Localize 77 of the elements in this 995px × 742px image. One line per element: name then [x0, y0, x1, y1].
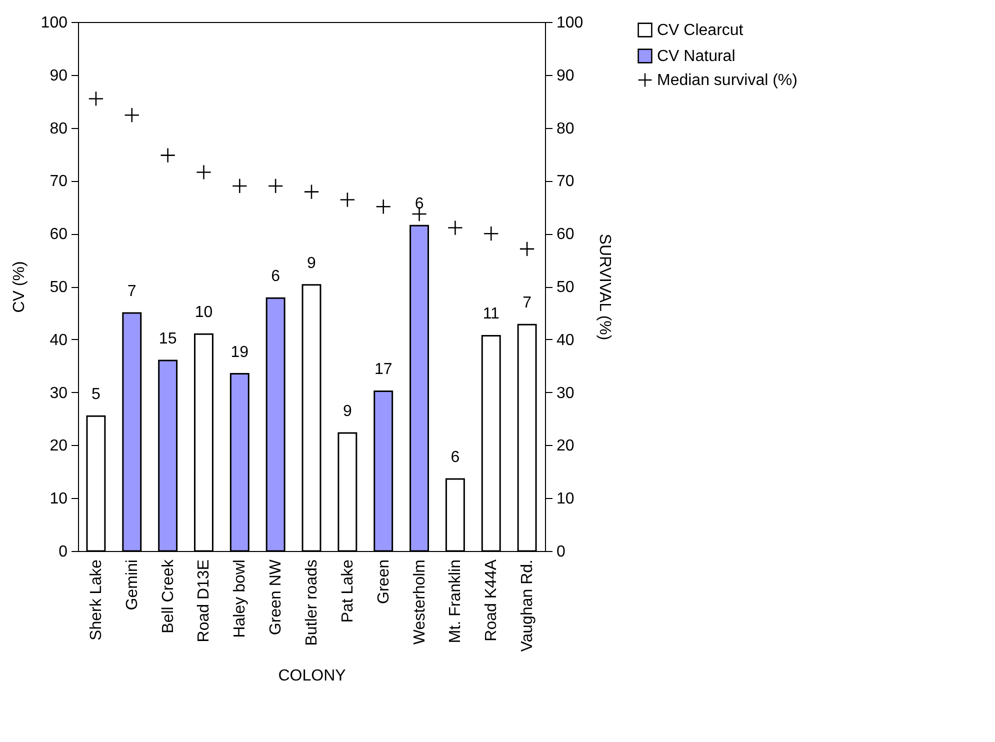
- y-tick-label: 20: [50, 438, 68, 455]
- y2-tick-label: 60: [556, 226, 574, 244]
- x-tick-label: Green: [375, 560, 392, 604]
- point: [196, 165, 211, 180]
- bar: [230, 373, 250, 552]
- annotation: 5: [92, 386, 101, 404]
- y-tick-label: 100: [40, 14, 68, 32]
- annotation: 15: [158, 330, 177, 348]
- y2-tick-label: 30: [556, 384, 574, 402]
- y2-axis-title: SURVIVAL (%): [596, 234, 614, 340]
- legend-label: Median survival (%): [657, 72, 798, 89]
- point: [232, 178, 247, 194]
- y2-tick-label: 80: [556, 120, 574, 138]
- y-tick-label: 30: [50, 384, 68, 402]
- point: [124, 108, 139, 122]
- x-tick-label: Sherk Lake: [88, 559, 105, 640]
- y-tick-label: 0: [58, 544, 68, 560]
- y2-tick-label: 50: [556, 279, 574, 296]
- y2-tick-label: 0: [556, 544, 566, 560]
- x-axis-title: COLONY: [278, 668, 346, 685]
- y2-tick-label: 90: [556, 67, 574, 84]
- y2-tick-label: 20: [556, 438, 574, 455]
- point: [304, 184, 319, 199]
- x-tick-label: Mt. Franklin: [447, 560, 464, 644]
- annotation: 9: [342, 403, 352, 420]
- y2-tick-label: 40: [556, 332, 574, 349]
- annotation: 6: [414, 196, 424, 213]
- x-tick-label: Vaughan Rd.: [519, 560, 536, 652]
- bar: [338, 432, 358, 552]
- x-tick-label: Road D13E: [196, 560, 213, 642]
- point: [340, 192, 354, 207]
- x-tick-label: Pat Lake: [339, 559, 356, 623]
- x-tick-label: Road K44A: [483, 559, 500, 642]
- y-tick-label: 90: [50, 67, 68, 84]
- y-tick-label: 80: [50, 120, 68, 138]
- y-tick-label: 40: [50, 332, 68, 349]
- y2-tick-label: 100: [556, 14, 584, 32]
- bar: [374, 390, 394, 552]
- legend-label: CV Clearcut: [657, 22, 744, 39]
- bar: [194, 333, 214, 552]
- annotation: 6: [271, 268, 280, 286]
- bar: [86, 415, 106, 552]
- point: [448, 220, 462, 235]
- y2-tick-label: 10: [556, 490, 574, 508]
- annotation: 7: [522, 294, 532, 312]
- bar: [410, 224, 429, 552]
- bar: [158, 360, 178, 552]
- annotation: 6: [450, 449, 460, 466]
- annotation: 9: [307, 254, 316, 272]
- point: [376, 200, 390, 214]
- y-tick-label: 10: [50, 490, 68, 508]
- legend-label: CV Natural: [657, 48, 736, 65]
- x-tick-label: Bell Creek: [160, 558, 177, 634]
- x-tick-label: Butler roads: [304, 560, 320, 646]
- x-tick-label: Gemini: [124, 560, 141, 610]
- point: [484, 226, 498, 241]
- bar: [445, 478, 465, 552]
- bar: [481, 334, 501, 552]
- y-tick-label: 60: [50, 226, 68, 244]
- point: [160, 148, 175, 162]
- y-tick-label: 50: [50, 279, 68, 296]
- annotation: 11: [482, 306, 500, 323]
- point: [88, 92, 104, 106]
- y-axis-title: CV (%): [10, 261, 28, 313]
- annotation: 17: [374, 361, 392, 378]
- annotation: 7: [127, 282, 136, 300]
- bar: [266, 297, 286, 552]
- x-tick-label: Green NW: [268, 558, 285, 636]
- bar: [122, 312, 142, 552]
- y2-tick-label: 70: [556, 173, 574, 190]
- annotation: 19: [230, 344, 249, 361]
- x-tick-label: Westerholm: [411, 560, 428, 645]
- x-tick-label: Haley bowl: [232, 560, 249, 638]
- y-tick-label: 70: [50, 173, 68, 190]
- bar: [302, 284, 322, 552]
- bar: [517, 324, 537, 552]
- annotation: 10: [194, 304, 213, 322]
